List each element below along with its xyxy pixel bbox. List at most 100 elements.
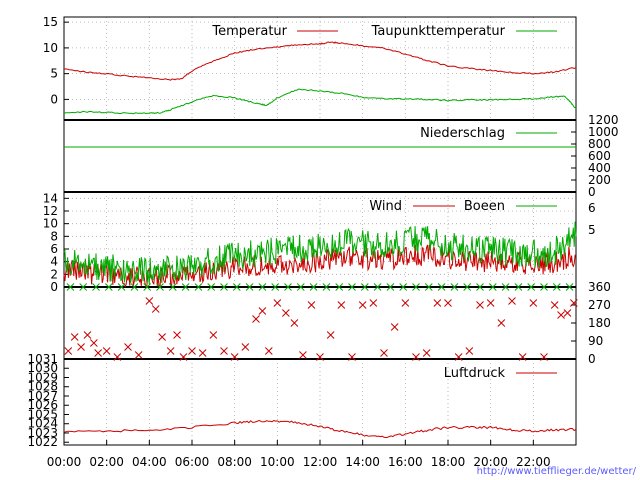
wind-direction-marker <box>241 343 250 351</box>
wind-direction-marker <box>188 347 196 355</box>
y-tick-label-right: 90 <box>588 334 603 348</box>
y-tick-label: 1024 <box>27 417 58 431</box>
x-tick-label: 00:00 <box>47 455 82 469</box>
legend: Temperatur Taupunkttemperatur Niederschlag… <box>211 24 557 381</box>
x-tick-label: 12:00 <box>303 455 338 469</box>
y-tick-label: 4 <box>50 255 58 269</box>
y-tick-label-right: 800 <box>588 137 611 151</box>
wind-direction-marker <box>465 347 474 355</box>
wind-direction-marker <box>296 283 305 291</box>
wind-direction-marker <box>156 283 164 291</box>
wind-direction-marker <box>79 283 88 291</box>
wind-direction-marker <box>258 307 267 315</box>
wind-direction-marker <box>399 283 408 291</box>
wind-direction-marker <box>220 283 228 291</box>
x-tick-label: 10:00 <box>260 455 295 469</box>
wind-direction-marker <box>386 283 395 291</box>
wind-direction-marker <box>158 333 166 341</box>
wind-direction-marker <box>168 283 177 291</box>
wind-direction-marker <box>390 323 399 331</box>
wind-direction-marker <box>198 349 207 357</box>
y-tick-label-right: 1000 <box>588 125 619 139</box>
y-tick-label: 0 <box>50 92 58 106</box>
wind-direction-marker <box>284 283 292 291</box>
y-tick-label-right: 0 <box>588 185 596 199</box>
x-tick-label: 14:00 <box>345 455 380 469</box>
wind-direction-marker <box>326 331 335 339</box>
y-tick-label: 6 <box>50 242 58 256</box>
y-tick-label: 12 <box>43 204 58 218</box>
wind-direction-marker <box>514 283 523 291</box>
series-line-temperatur <box>63 41 577 81</box>
wind-direction-marker <box>508 297 516 305</box>
wind-direction-marker <box>124 343 132 351</box>
wind-direction-marker <box>252 315 260 323</box>
wind-direction-marker <box>299 351 307 359</box>
wind-direction-marker <box>77 343 85 351</box>
wind-direction-marker <box>230 353 239 361</box>
x-tick-label: 16:00 <box>388 455 423 469</box>
y-tick-label: 1030 <box>27 361 58 375</box>
wind-direction-marker <box>151 305 160 313</box>
wind-direction-marker <box>518 353 527 361</box>
x-tick-label: 04:00 <box>132 455 167 469</box>
y-tick-label: 8 <box>50 229 58 243</box>
y-tick-label: 1026 <box>27 398 58 412</box>
wind-direction-marker <box>64 347 73 355</box>
x-tick-label: 22:00 <box>516 455 551 469</box>
wind-direction-marker <box>570 299 578 307</box>
y-tick-label-right: 270 <box>588 298 611 312</box>
wind-direction-marker <box>117 283 126 291</box>
wind-direction-marker <box>130 283 139 291</box>
wind-direction-marker <box>70 333 79 341</box>
wind-direction-marker <box>166 347 175 355</box>
legend-label: Taupunkttemperatur <box>371 24 506 39</box>
wind-direction-marker <box>463 283 472 291</box>
wind-direction-marker <box>145 297 154 305</box>
wind-direction-marker <box>194 283 203 291</box>
y-tick-label: 1031 <box>27 352 58 366</box>
legend-label: Luftdruck <box>444 366 506 381</box>
y-tick-label: 5 <box>50 67 58 81</box>
wind-direction-marker <box>83 331 92 339</box>
wind-direction-marker <box>444 299 452 307</box>
wind-direction-marker <box>450 283 459 291</box>
legend-label: Wind <box>369 199 402 214</box>
wind-direction-marker <box>220 347 228 355</box>
y-tick-label: 1029 <box>27 370 58 384</box>
y-tick-label: 15 <box>43 15 58 29</box>
wind-direction-marker <box>550 301 559 309</box>
y-tick-label: 1023 <box>27 426 58 440</box>
wind-direction-marker <box>422 349 431 357</box>
y-tick-label: 0 <box>50 280 58 294</box>
wind-direction-marker <box>232 283 241 291</box>
y-tick-label: 1022 <box>27 435 58 449</box>
wind-direction-marker <box>282 309 290 317</box>
series-line-wind <box>63 243 577 288</box>
wind-direction-marker <box>424 283 433 291</box>
wind-direction-marker <box>92 283 100 291</box>
wind-direction-marker <box>66 283 75 291</box>
y-tick-label: 10 <box>43 217 58 231</box>
wind-direction-marker <box>360 283 369 291</box>
tick-labels: 00:00 02:00 04:00 06:00 08:00 10:00 12:00 14:00… <box>27 15 618 469</box>
y-tick-label-right: 360 <box>588 280 611 294</box>
wind-direction-marker <box>501 283 510 291</box>
x-tick-label: 18:00 <box>431 455 466 469</box>
wind-direction-marker <box>401 299 410 307</box>
wind-direction-marker <box>527 283 536 291</box>
wind-direction-marker <box>307 301 316 309</box>
wind-direction-marker <box>563 309 572 317</box>
wind-direction-marker <box>476 283 484 291</box>
wind-direction-marker <box>486 299 495 307</box>
wind-direction-marker <box>264 347 273 355</box>
wind-direction-marker <box>173 331 181 339</box>
wind-direction-marker <box>369 299 378 307</box>
x-tick-label: 20:00 <box>473 455 508 469</box>
wind-direction-marker <box>335 283 344 291</box>
panel-frame-wind-direction <box>63 286 577 360</box>
wind-direction-marker <box>179 353 188 361</box>
wind-direction-marker <box>358 301 367 309</box>
wind-direction-marker <box>113 353 122 361</box>
source-credit: http://www.tiefflieger.de/wetter/ <box>477 466 637 477</box>
